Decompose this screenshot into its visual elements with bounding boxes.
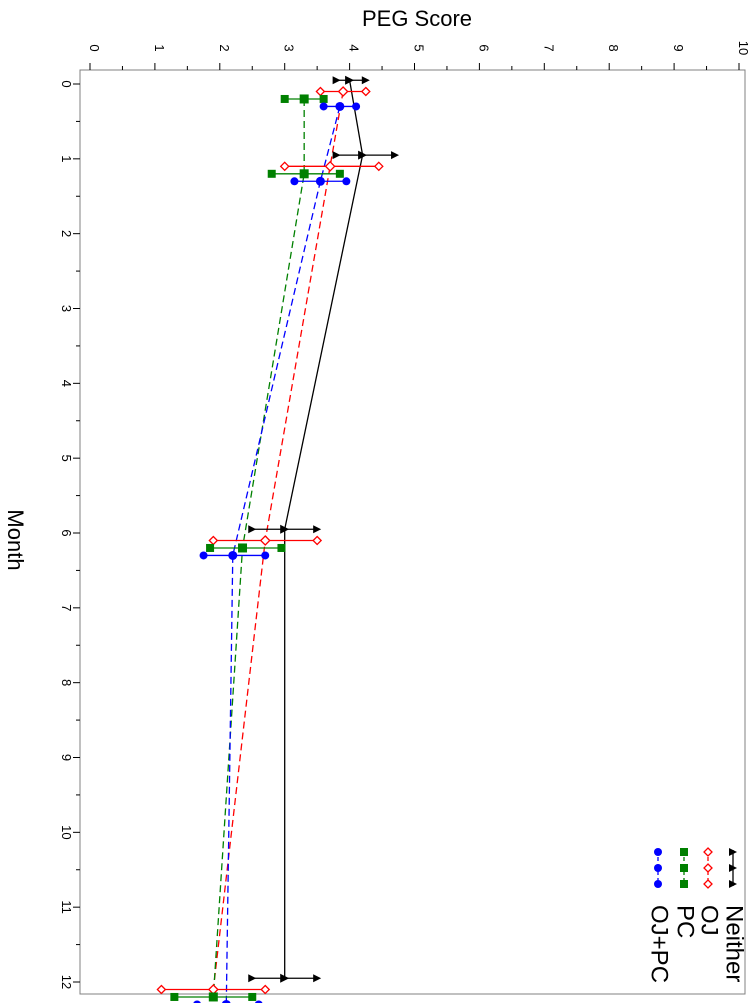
series-line-oj xyxy=(212,91,344,990)
legend-marker-neither xyxy=(729,864,737,872)
error-cap-low-oj-pc xyxy=(319,102,328,111)
legend-marker-oj-pc xyxy=(654,848,662,856)
error-cap-low-pc xyxy=(170,992,179,1001)
month-tick-label: 1 xyxy=(59,155,74,162)
plot-frame xyxy=(79,69,746,995)
month-tick-label: 9 xyxy=(59,754,74,761)
month-tick-label: 6 xyxy=(59,529,74,536)
error-cap-high-pc xyxy=(319,94,328,103)
series-line-oj-pc xyxy=(225,106,341,1003)
data-point-oj-pc xyxy=(335,101,345,111)
data-point-oj-pc xyxy=(315,176,325,186)
error-cap-low-oj xyxy=(156,984,167,995)
y-axis-title: PEG Score xyxy=(362,6,472,31)
data-point-oj-pc xyxy=(222,999,231,1003)
error-cap-low-pc xyxy=(267,169,276,178)
score-tick-label: 7 xyxy=(541,44,556,51)
month-tick-label: 10 xyxy=(59,825,74,839)
month-tick-label: 8 xyxy=(59,679,74,686)
score-tick-label: 1 xyxy=(152,44,167,51)
score-tick-label: 5 xyxy=(412,44,427,51)
error-cap-high-neither xyxy=(313,525,322,534)
month-tick-label: 11 xyxy=(59,900,74,914)
error-cap-high-oj-pc xyxy=(352,102,361,111)
data-point-neither xyxy=(280,524,290,534)
legend-marker-oj xyxy=(703,879,713,889)
data-point-oj xyxy=(324,160,336,172)
error-cap-low-oj-pc xyxy=(199,551,208,560)
error-cap-low-pc xyxy=(206,543,215,552)
legend-marker-pc xyxy=(680,848,688,856)
month-tick-label: 7 xyxy=(59,604,74,611)
error-cap-high-oj xyxy=(260,984,271,995)
error-cap-high-oj-pc xyxy=(261,551,270,560)
score-tick-label: 9 xyxy=(671,44,686,51)
error-cap-low-pc xyxy=(280,94,289,103)
data-point-neither xyxy=(280,973,290,983)
legend-marker-oj-pc xyxy=(654,864,662,872)
data-point-oj xyxy=(337,86,349,97)
legend-marker-neither xyxy=(729,880,737,888)
error-cap-high-neither xyxy=(391,151,400,160)
score-tick-label: 6 xyxy=(476,44,491,51)
error-cap-high-oj-pc xyxy=(255,1000,263,1003)
legend-marker-pc xyxy=(680,864,688,872)
error-cap-high-neither xyxy=(361,76,370,85)
score-tick-label: 4 xyxy=(347,44,362,51)
series-line-pc xyxy=(212,98,305,998)
error-cap-low-neither xyxy=(248,525,257,534)
error-cap-low-neither xyxy=(332,76,341,85)
error-cap-low-neither xyxy=(248,974,257,983)
month-tick-label: 12 xyxy=(59,975,74,989)
data-point-neither xyxy=(358,150,368,160)
legend-label-oj: OJ xyxy=(696,905,723,936)
month-tick-label: 5 xyxy=(59,455,74,462)
error-cap-high-oj-pc xyxy=(342,177,351,186)
month-tick-label: 0 xyxy=(59,80,74,87)
data-point-pc xyxy=(238,543,248,553)
series-line-neither xyxy=(284,80,364,979)
error-cap-low-oj xyxy=(279,161,290,172)
legend-label-pc: PC xyxy=(672,905,699,938)
legend-marker-oj-pc xyxy=(654,880,662,888)
legend-label-oj-pc: OJ+PC xyxy=(646,905,673,983)
score-tick-label: 10 xyxy=(736,41,751,55)
x-axis-title: Month xyxy=(3,509,28,570)
score-tick-label: 0 xyxy=(87,44,102,51)
series-lines xyxy=(212,80,364,1003)
legend-marker-oj xyxy=(703,847,713,857)
data-markers xyxy=(156,75,400,1003)
error-cap-high-oj xyxy=(360,86,371,97)
error-cap-high-pc xyxy=(248,992,257,1001)
legend-marker-neither xyxy=(729,848,737,856)
error-cap-high-neither xyxy=(313,974,322,983)
error-cap-high-oj xyxy=(373,161,384,172)
error-cap-low-oj-pc xyxy=(290,177,299,186)
error-cap-high-pc xyxy=(277,543,286,552)
legend-marker-pc xyxy=(680,880,688,888)
legend-marker-oj xyxy=(703,863,713,873)
data-point-oj-pc xyxy=(228,550,238,560)
month-tick-label: 3 xyxy=(59,305,74,312)
score-tick-label: 8 xyxy=(606,44,621,51)
data-point-pc xyxy=(299,169,309,179)
data-point-pc xyxy=(299,94,309,104)
data-point-neither xyxy=(345,75,355,85)
score-tick-label: 3 xyxy=(282,44,297,51)
error-cap-low-neither xyxy=(332,151,341,160)
month-tick-label: 2 xyxy=(59,230,74,237)
legend-label-neither: Neither xyxy=(721,905,748,982)
data-point-oj xyxy=(259,535,271,546)
data-point-pc xyxy=(208,992,218,1002)
error-cap-low-oj-pc xyxy=(193,1000,201,1003)
month-tick-label: 4 xyxy=(59,380,74,387)
error-cap-high-pc xyxy=(335,169,344,178)
score-tick-label: 2 xyxy=(217,44,232,51)
error-cap-high-oj xyxy=(312,535,323,546)
